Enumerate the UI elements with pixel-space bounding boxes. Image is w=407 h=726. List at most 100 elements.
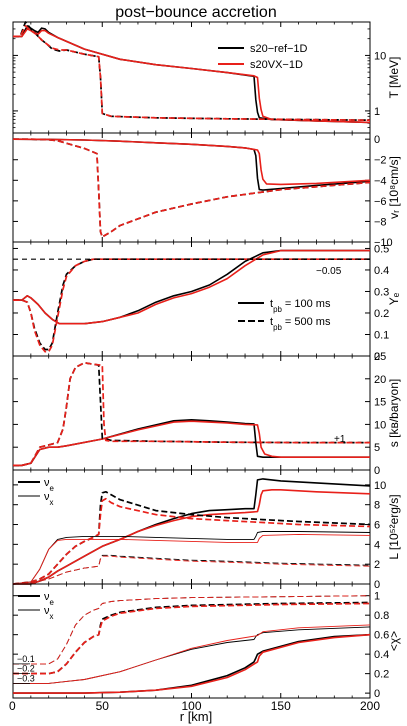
series-T-ref-500ms <box>13 21 371 122</box>
y-tick-label: 10 <box>374 419 386 431</box>
panel-frame <box>12 583 371 699</box>
panel-s: 0 5 10 15 20 25 s [kʙ/baryon] +1 <box>12 351 401 477</box>
legend-models: s20−ref−1D s20VX−1D <box>218 43 308 71</box>
legend-label: νx <box>44 491 54 507</box>
offset-label: −0.3 <box>17 673 35 683</box>
legend-label: νx <box>44 605 54 621</box>
y-axis-label: s [kʙ/baryon] <box>387 379 401 447</box>
series-L-vx-100ms-x <box>12 533 371 585</box>
series-s-vx-500ms <box>13 361 370 467</box>
y-tick-label: −10 <box>374 237 393 249</box>
series-L-vx-500ms-e <box>12 497 371 585</box>
y-tick-label: 0.5 <box>374 243 389 255</box>
series-s-ref-500ms <box>13 361 370 467</box>
y-tick-label: −6 <box>374 196 387 208</box>
panel-vr: −10 −8 −6 −4 −2 0 vᵣ [10⁸cm/s] <box>12 132 401 249</box>
x-tick-label: 0 <box>9 699 16 713</box>
y-tick-label: 0 <box>374 688 380 700</box>
series-L-ref-500ms-x <box>12 554 371 585</box>
y-tick-label: 0.6 <box>374 630 389 642</box>
y-tick-label: 10 <box>374 50 386 62</box>
legend-label: tpb = 500 ms <box>270 316 331 332</box>
y-tick-label: 0 <box>374 351 380 363</box>
y-axis-label: Yₑ <box>387 292 401 305</box>
series-T-vx-500ms <box>13 25 371 122</box>
y-tick-label: −4 <box>374 175 387 187</box>
y-tick-label: 15 <box>374 397 386 409</box>
series-vr-vx-500ms <box>13 138 371 238</box>
y-tick-label: 0.1 <box>374 329 389 341</box>
y-axis-label: L [10⁵²erg/s] <box>387 494 401 559</box>
series-chi-vx-100ms-x <box>13 624 371 684</box>
series-vr-ref-100ms <box>12 138 371 191</box>
y-tick-label: 0.4 <box>374 649 389 661</box>
series-vr-vx-100ms <box>12 138 371 186</box>
x-tick-label: 100 <box>181 699 201 713</box>
series-L-vx-500ms-x <box>12 555 371 585</box>
y-tick-label: 10 <box>374 480 386 492</box>
y-tick-label: 2 <box>374 559 380 571</box>
legend-times: tpb = 100 ms tpb = 500 ms <box>238 298 331 332</box>
x-tick-label: 50 <box>96 699 110 713</box>
figure-title: post−bounce accretion <box>115 4 276 21</box>
s-offset-label: +1 <box>334 434 346 445</box>
legend-label: νe <box>44 477 55 493</box>
series-ye-ref-100ms <box>13 249 370 325</box>
panel-T: 1 10T [MeV] s20−ref−1D s20VX−1D <box>12 21 401 134</box>
y-axis-label: T [MeV] <box>387 57 401 99</box>
y-tick-label: 0.2 <box>374 308 389 320</box>
series-L-ref-500ms-e <box>12 490 371 585</box>
y-axis-label: vᵣ [10⁸cm/s] <box>387 156 401 219</box>
panel-ye: 0 0.1 0.2 0.3 0.4 0.5 Yₑ tpb = 100 ms tpb = 500 … <box>12 241 401 363</box>
series-chi-vx-500ms-e <box>13 602 371 675</box>
series-s-vx-100ms <box>13 420 370 467</box>
series-ye-vx-100ms <box>13 249 370 325</box>
y-tick-label: 0 <box>374 134 380 146</box>
series-chi-ref-100ms-x <box>13 626 371 684</box>
y-tick-label: 5 <box>374 442 380 454</box>
y-tick-label: 0 <box>374 465 380 477</box>
y-tick-label: 0 <box>374 579 380 591</box>
x-tick-label: 150 <box>271 699 291 713</box>
y-tick-label: 0.8 <box>374 610 389 622</box>
ye-offset-label: −0.05 <box>316 266 342 277</box>
series-T-vx-100ms <box>13 28 371 124</box>
series-chi-vx-500ms-x <box>13 595 371 665</box>
chi-offsets: −0.1−0.2−0.3 <box>13 654 35 684</box>
y-tick-label: 8 <box>374 500 380 512</box>
series-chi-vx-100ms-e <box>13 633 371 694</box>
y-tick-label: 1 <box>374 591 380 603</box>
offset-label: −0.1 <box>17 654 35 664</box>
x-tick-label: 200 <box>360 699 380 713</box>
y-tick-label: 20 <box>374 374 386 386</box>
y-tick-label: 6 <box>374 520 380 532</box>
y-tick-label: 0.4 <box>374 265 389 277</box>
series-ye-vx-500ms <box>13 258 370 353</box>
y-tick-label: 0.3 <box>374 286 389 298</box>
x-axis-label: r [km] <box>180 709 213 724</box>
y-tick-label: −8 <box>374 216 387 228</box>
legend-label: s20VX−1D <box>250 59 303 71</box>
series-T-ref-100ms <box>13 25 371 124</box>
panel-frame <box>12 21 371 134</box>
legend-label: s20−ref−1D <box>250 43 308 55</box>
x-tick-labels: 0 50 100 150 200 <box>9 699 380 713</box>
y-tick-label: 25 <box>374 351 386 363</box>
panel-frame <box>12 355 371 471</box>
y-tick-label: 4 <box>374 539 380 551</box>
series-L-vx-100ms-e <box>13 489 371 585</box>
legend-label: νe <box>44 591 55 607</box>
y-tick-label: 1 <box>374 106 380 118</box>
y-tick-label: −2 <box>374 155 387 167</box>
offset-label: −0.2 <box>17 664 35 674</box>
legend-label: tpb = 100 ms <box>270 298 331 314</box>
series-vr-ref-500ms <box>13 138 371 238</box>
y-tick-label: 0.2 <box>374 669 389 681</box>
y-axis-label: <χ> <box>387 631 401 651</box>
